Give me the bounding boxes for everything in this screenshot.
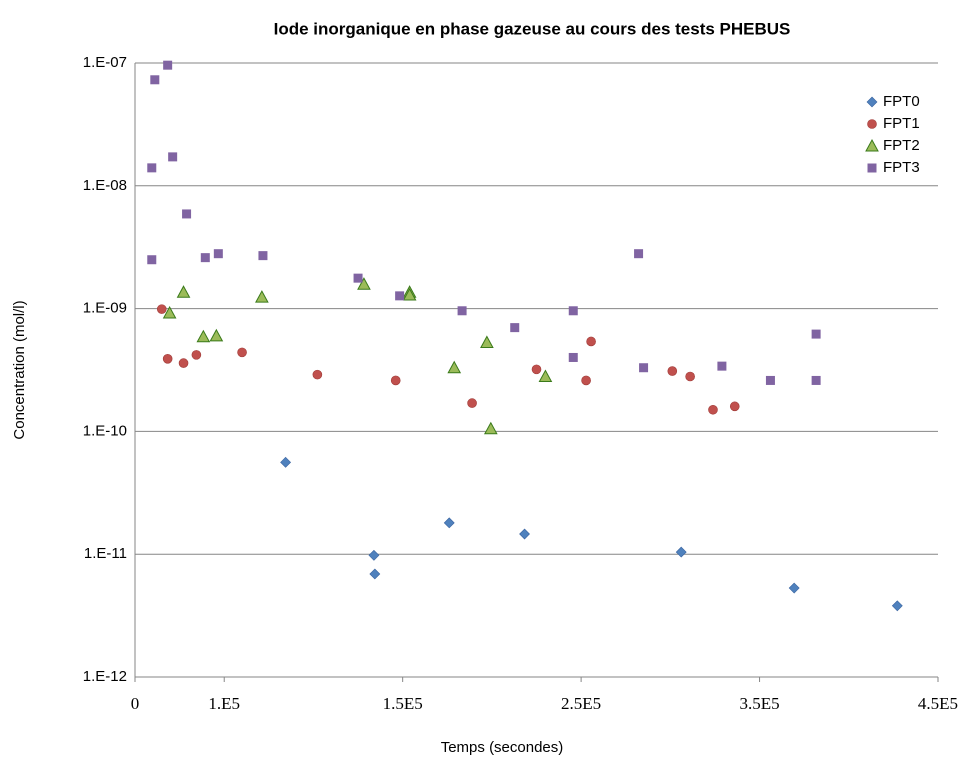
point [729, 401, 740, 412]
point [510, 323, 520, 333]
point [353, 273, 363, 283]
chart-title: Iode inorganique en phase gazeuse au cou… [274, 19, 791, 38]
point [639, 363, 649, 373]
y-tick-label: 1.E-11 [84, 545, 127, 562]
point [156, 304, 167, 314]
point [891, 600, 903, 612]
point [480, 335, 494, 348]
y-tick-label: 1.E-08 [83, 177, 127, 194]
point [765, 375, 775, 385]
point [395, 291, 405, 301]
point [443, 517, 455, 529]
legend-label: FPT3 [883, 159, 920, 176]
point [447, 360, 462, 374]
x-tick-label: 3.5E5 [739, 694, 779, 713]
point [390, 375, 401, 386]
point [258, 251, 268, 261]
point [213, 249, 223, 259]
point [811, 329, 821, 339]
point [368, 549, 380, 561]
point [237, 347, 247, 358]
y-tick-label: 1.E-07 [83, 54, 127, 71]
point [581, 375, 591, 386]
x-tick-label: 1.E5 [208, 694, 240, 713]
point [255, 290, 269, 303]
point [568, 306, 578, 316]
legend-label: FPT1 [883, 115, 920, 132]
point [168, 152, 178, 162]
y-tick-label: 1.E-12 [83, 668, 127, 685]
x-tick-label: 2.5E5 [561, 694, 601, 713]
point [357, 277, 371, 290]
point [519, 528, 530, 540]
x-tick-label: 1.5E5 [383, 694, 423, 713]
x-axis-label: Temps (secondes) [441, 739, 564, 756]
y-axis-label: Concentration (mol/l) [11, 300, 28, 439]
point [717, 361, 727, 371]
point [531, 364, 542, 375]
point [209, 328, 224, 342]
point [675, 546, 687, 558]
point [634, 249, 644, 259]
point [280, 456, 292, 468]
point [568, 352, 578, 362]
point [163, 60, 173, 70]
point [811, 375, 821, 385]
legend-label: FPT0 [883, 93, 920, 110]
point [147, 163, 157, 173]
y-tick-label: 1.E-09 [83, 300, 127, 317]
point [369, 568, 381, 580]
point [667, 366, 678, 376]
point [483, 421, 498, 435]
point [312, 369, 323, 380]
point [196, 329, 211, 343]
point [538, 369, 553, 382]
point [176, 285, 191, 298]
point [586, 336, 596, 347]
legend-marker [866, 96, 878, 108]
point [162, 306, 177, 319]
point [788, 582, 800, 594]
point [467, 398, 477, 408]
x-tick-label: 4.5E5 [918, 694, 958, 713]
legend-marker [865, 138, 879, 152]
point [402, 287, 417, 301]
legend-label: FPT2 [883, 137, 920, 154]
point [182, 209, 192, 219]
point [150, 75, 160, 85]
point [191, 350, 202, 360]
x-tick-label: 0 [131, 694, 140, 713]
point [200, 253, 210, 263]
y-tick-label: 1.E-10 [83, 422, 127, 439]
point [457, 306, 467, 316]
point [685, 371, 695, 382]
point [178, 358, 189, 368]
point [162, 354, 173, 364]
point [708, 404, 718, 415]
legend-marker [867, 119, 877, 129]
point [147, 255, 157, 265]
legend-marker [867, 163, 877, 173]
